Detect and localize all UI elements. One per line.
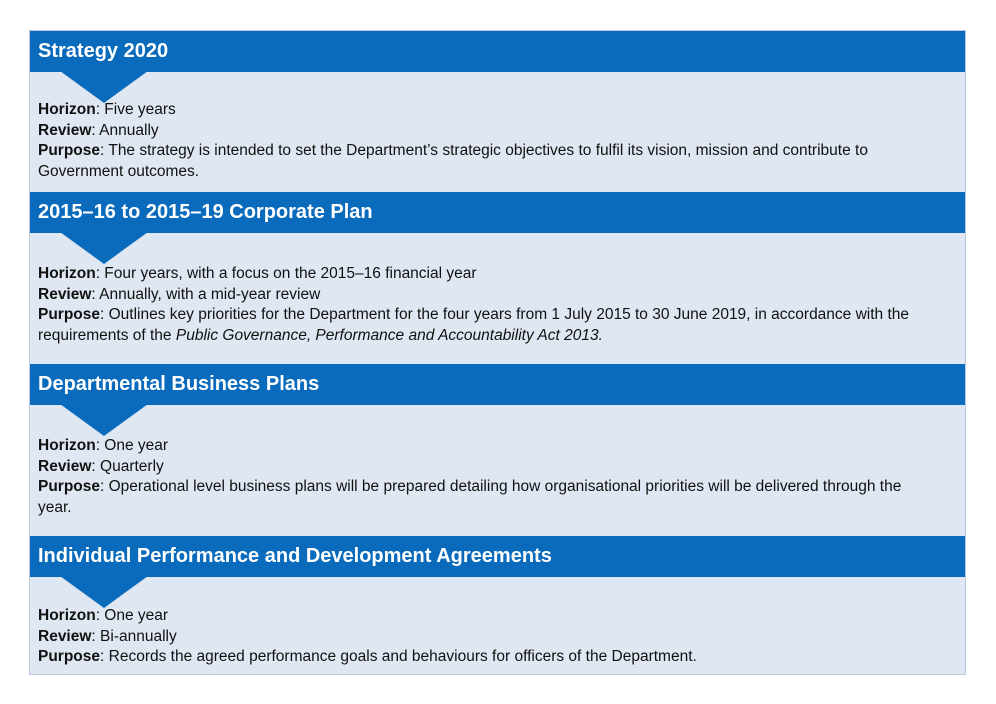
down-arrow-icon [60,404,148,436]
purpose-value: : Records the agreed performance goals a… [100,648,697,665]
purpose-line: Purpose: Outlines key priorities for the… [38,305,938,346]
act-title: Public Governance, Performance and Accou… [175,326,603,344]
purpose-value: : Outlines key priorities for the Depart… [38,306,910,344]
review-line: Review: Bi-annually [38,627,938,648]
section-header: Departmental Business Plans [30,364,965,405]
horizon-value: : Five years [95,101,176,118]
review-line: Review: Quarterly [38,457,938,478]
review-value: : Bi-annually [91,627,177,645]
purpose-label: Purpose [38,478,101,495]
horizon-label: Horizon [38,265,96,282]
horizon-label: Horizon [38,101,96,118]
section-body: Horizon: Five years Review: Annually Pur… [38,100,938,182]
horizon-value: : One year [95,437,169,454]
planning-framework-diagram: Strategy 2020 Horizon: Five years Review… [29,30,966,675]
horizon-line: Horizon: Four years, with a focus on the… [38,264,938,285]
review-value: : Annually, with a mid-year review [91,285,321,303]
purpose-label: Purpose [38,306,101,323]
section-header: 2015–16 to 2015–19 Corporate Plan [30,192,965,233]
purpose-value: : The strategy is intended to set the De… [38,142,868,180]
review-value: : Quarterly [91,457,164,475]
down-arrow-icon [60,576,148,608]
purpose-line: Purpose: Operational level business plan… [38,477,938,518]
purpose-label: Purpose [38,142,101,159]
review-label: Review [38,121,92,139]
review-label: Review [38,627,92,645]
section-body: Horizon: One year Review: Bi-annually Pu… [38,606,938,668]
horizon-value: : Four years, with a focus on the 2015–1… [95,265,477,282]
section-header: Strategy 2020 [30,31,965,72]
review-label: Review [38,285,92,303]
horizon-label: Horizon [38,437,96,454]
down-arrow-icon [60,232,148,264]
horizon-line: Horizon: One year [38,606,938,627]
section-body: Horizon: One year Review: Quarterly Purp… [38,436,938,518]
down-arrow-icon [60,71,148,103]
purpose-line: Purpose: The strategy is intended to set… [38,141,938,182]
purpose-label: Purpose [38,648,101,665]
horizon-line: Horizon: One year [38,436,938,457]
review-value: : Annually [91,121,159,139]
review-label: Review [38,457,92,475]
review-line: Review: Annually, with a mid-year review [38,285,938,306]
horizon-value: : One year [95,607,169,624]
review-line: Review: Annually [38,121,938,142]
horizon-label: Horizon [38,607,96,624]
purpose-value: : Operational level business plans will … [38,478,902,516]
purpose-line: Purpose: Records the agreed performance … [38,647,938,668]
section-body: Horizon: Four years, with a focus on the… [38,264,938,346]
horizon-line: Horizon: Five years [38,100,938,121]
section-header: Individual Performance and Development A… [30,536,965,577]
